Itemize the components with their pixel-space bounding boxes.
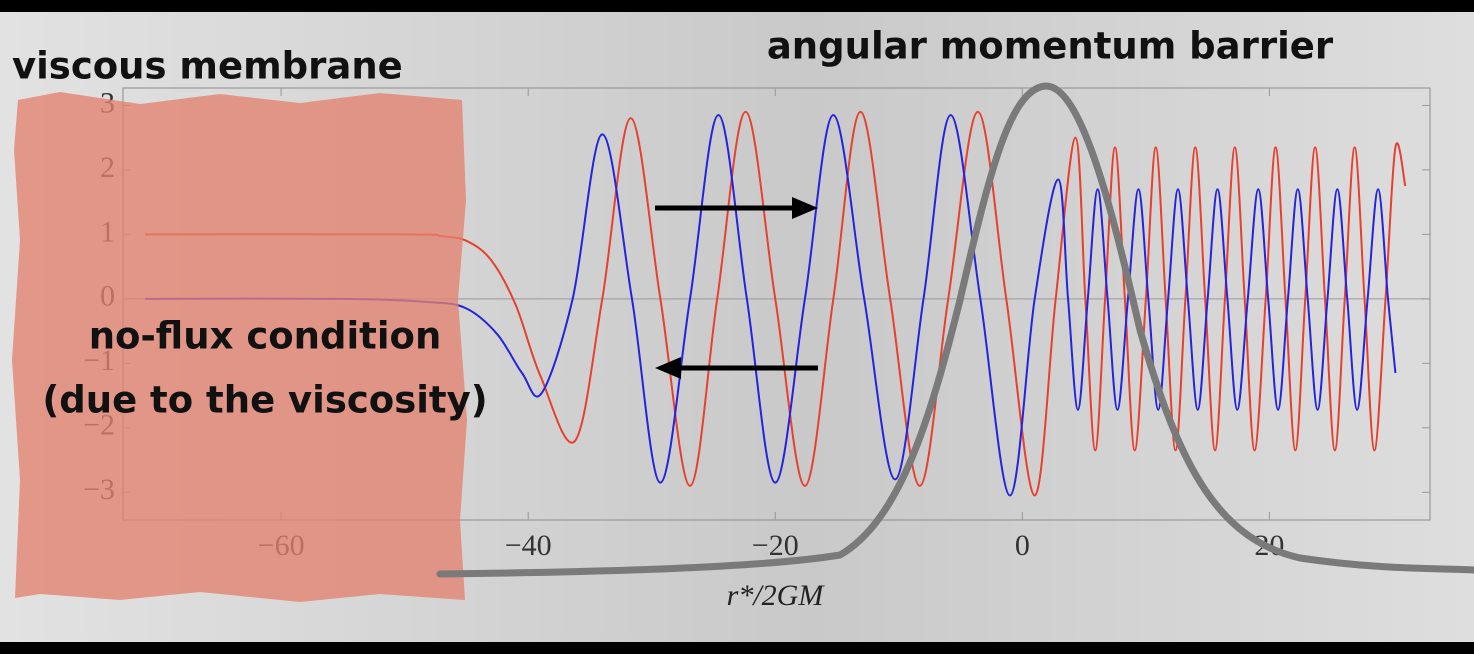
annotation: no-flux condition (89, 315, 442, 358)
x-tick-label: −20 (752, 529, 799, 562)
annotation: (due to the viscosity) (42, 379, 487, 422)
series-line (145, 114, 1397, 497)
membrane-region (12, 92, 467, 602)
series-line (145, 110, 1407, 497)
x-axis-label: r*/2GM (727, 579, 826, 612)
left-arrow (655, 357, 818, 379)
x-tick-label: 0 (1015, 529, 1030, 562)
annotation: viscous membrane (12, 45, 403, 88)
annotation: angular momentum barrier (767, 25, 1334, 68)
right-arrow (655, 197, 818, 219)
x-tick-label: −40 (505, 529, 552, 562)
barrier-curve (436, 82, 1474, 578)
